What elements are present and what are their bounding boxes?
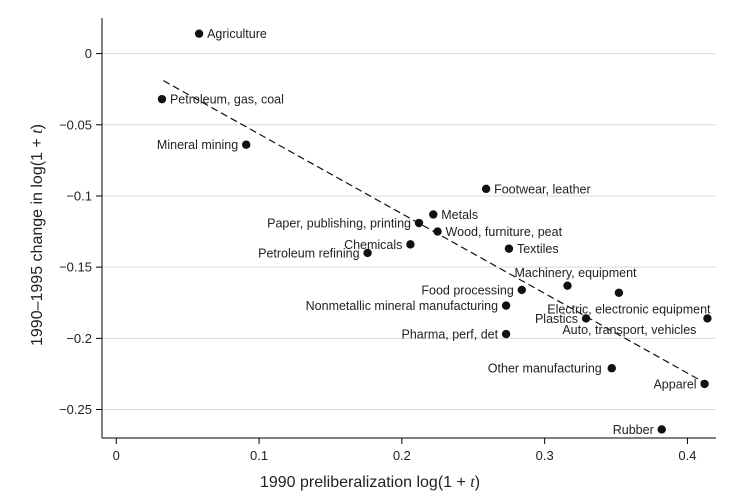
data-point (363, 248, 372, 258)
point-label: Chemicals (344, 238, 402, 252)
data-point (194, 29, 204, 38)
data-point (157, 94, 167, 104)
data-point (242, 140, 251, 149)
point-label: Petroleum, gas, coal (170, 93, 284, 107)
y-tick-label: −0.15 (59, 260, 92, 275)
point-label: Mineral mining (157, 138, 238, 152)
data-point (700, 379, 709, 389)
fit-line (163, 80, 703, 382)
point-label: Metals (441, 208, 478, 222)
point-label: Electric, electronic equipment (547, 302, 711, 316)
point-label: Petroleum refining (258, 246, 359, 260)
x-tick-label: 0.3 (536, 448, 554, 463)
point-label: Plastics (535, 312, 578, 326)
y-axis-title: 1990–1995 change in log(1 + t) (29, 124, 46, 346)
point-label: Rubber (613, 423, 654, 437)
fit-line-layer (163, 80, 703, 382)
y-tick-label: 0 (85, 46, 92, 61)
data-point (703, 314, 712, 323)
x-tick-label: 0.2 (393, 448, 411, 463)
point-label: Textiles (517, 242, 559, 256)
y-tick-label: −0.05 (59, 117, 92, 132)
data-point (429, 210, 438, 219)
data-point (607, 364, 616, 373)
point-labels-layer: Agriculture Petroleum, gas, coal Mineral m… (157, 27, 711, 437)
x-tick-label: 0.1 (250, 448, 268, 463)
data-point (501, 301, 511, 310)
data-point (433, 227, 442, 236)
point-label: Agriculture (207, 27, 267, 41)
point-label: Other manufacturing (488, 362, 602, 376)
x-axis-title: 1990 preliberalization log(1 + t) (260, 474, 480, 491)
y-tick-label: −0.25 (59, 402, 92, 417)
point-label: Machinery, equipment (514, 266, 637, 280)
point-label: Wood, furniture, peat (446, 225, 563, 239)
point-label: Pharma, perf, det (402, 328, 499, 342)
points-layer (157, 29, 712, 434)
gridlines (102, 53, 716, 411)
data-point (614, 288, 624, 297)
data-point (581, 314, 591, 323)
point-label: Paper, publishing, printing (267, 217, 411, 231)
data-point (517, 285, 527, 295)
data-point (504, 244, 514, 253)
x-tick-label: 0 (113, 448, 120, 463)
data-point (501, 329, 511, 339)
axes (101, 18, 716, 439)
point-label: Apparel (653, 377, 696, 391)
data-point (406, 240, 415, 249)
tick-marks: 0 −0.05 −0.1 −0.15 −0.2 −0.25 0 0.1 0.2 0.3 0.4 (59, 46, 696, 463)
x-tick-label: 0.4 (678, 448, 696, 463)
data-point (481, 184, 491, 194)
y-tick-label: −0.2 (66, 331, 92, 346)
point-label: Footwear, leather (494, 182, 591, 196)
point-label: Auto, transport, vehicles (562, 323, 696, 337)
point-label: Food processing (421, 283, 513, 297)
data-point (657, 425, 666, 434)
data-point (414, 218, 424, 228)
y-tick-label: −0.1 (66, 188, 92, 203)
point-label: Nonmetallic mineral manufacturing (306, 299, 498, 313)
data-point (563, 281, 572, 290)
